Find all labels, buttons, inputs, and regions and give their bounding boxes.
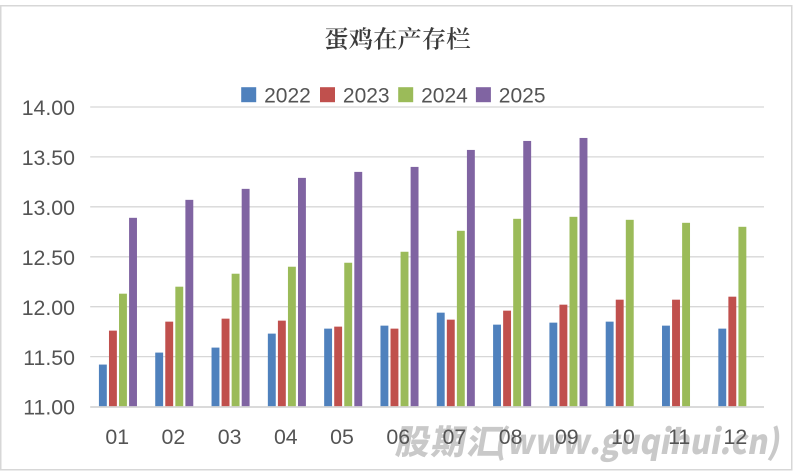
- svg-text:10: 10: [611, 425, 635, 449]
- svg-text:11.00: 11.00: [23, 396, 75, 420]
- svg-text:08: 08: [499, 425, 523, 449]
- svg-text:01: 01: [105, 425, 129, 449]
- svg-text:09: 09: [555, 425, 579, 449]
- svg-text:13.00: 13.00: [22, 196, 75, 220]
- svg-text:04: 04: [274, 425, 298, 449]
- svg-text:11.50: 11.50: [23, 346, 75, 370]
- svg-text:2023: 2023: [343, 84, 390, 107]
- svg-text:2024: 2024: [421, 84, 468, 107]
- svg-text:05: 05: [330, 425, 354, 449]
- svg-text:2025: 2025: [499, 84, 546, 107]
- svg-text:02: 02: [162, 425, 186, 449]
- svg-text:12.00: 12.00: [22, 296, 75, 320]
- svg-text:03: 03: [218, 425, 242, 449]
- svg-text:2022: 2022: [264, 84, 311, 107]
- svg-text:11: 11: [668, 425, 690, 449]
- svg-text:14.00: 14.00: [22, 96, 75, 120]
- svg-text:12: 12: [724, 425, 748, 449]
- svg-text:12.50: 12.50: [22, 246, 75, 270]
- svg-text:06: 06: [386, 425, 410, 449]
- svg-text:13.50: 13.50: [22, 146, 75, 170]
- svg-text:07: 07: [443, 425, 467, 449]
